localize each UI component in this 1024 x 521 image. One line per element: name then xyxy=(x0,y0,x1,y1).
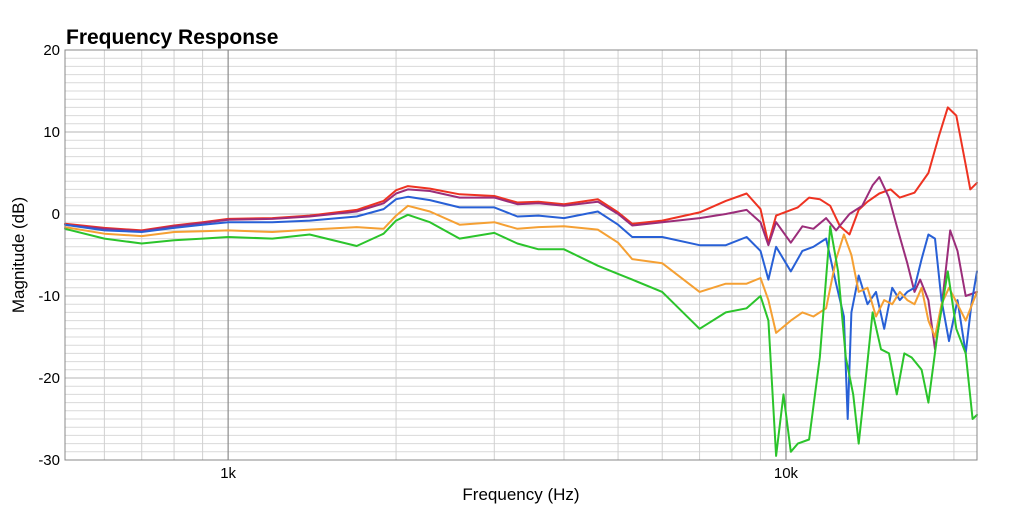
y-tick-label: -20 xyxy=(38,370,60,387)
series-line-4 xyxy=(64,204,978,338)
y-axis-label: Magnitude (dB) xyxy=(9,197,28,313)
series-line-5 xyxy=(64,213,978,457)
series-lines xyxy=(64,106,978,457)
x-tick-label: 10k xyxy=(774,465,799,482)
y-tick-labels: 20 10 0 -10 -20 -30 xyxy=(38,42,60,469)
series-line-1 xyxy=(64,106,978,245)
y-tick-label: 0 xyxy=(52,206,60,223)
plot-frame xyxy=(64,49,978,461)
x-tick-label: 1k xyxy=(220,465,236,482)
series-line-3 xyxy=(64,195,978,420)
x-tick-labels: 1k 10k xyxy=(220,465,798,482)
series-line-2 xyxy=(64,176,978,351)
y-tick-label: -10 xyxy=(38,288,60,305)
chart-title: Frequency Response xyxy=(66,26,278,49)
y-tick-label: -30 xyxy=(38,452,60,469)
y-tick-label: 10 xyxy=(43,124,60,141)
x-axis-label: Frequency (Hz) xyxy=(462,485,579,504)
y-tick-label: 20 xyxy=(43,42,60,59)
